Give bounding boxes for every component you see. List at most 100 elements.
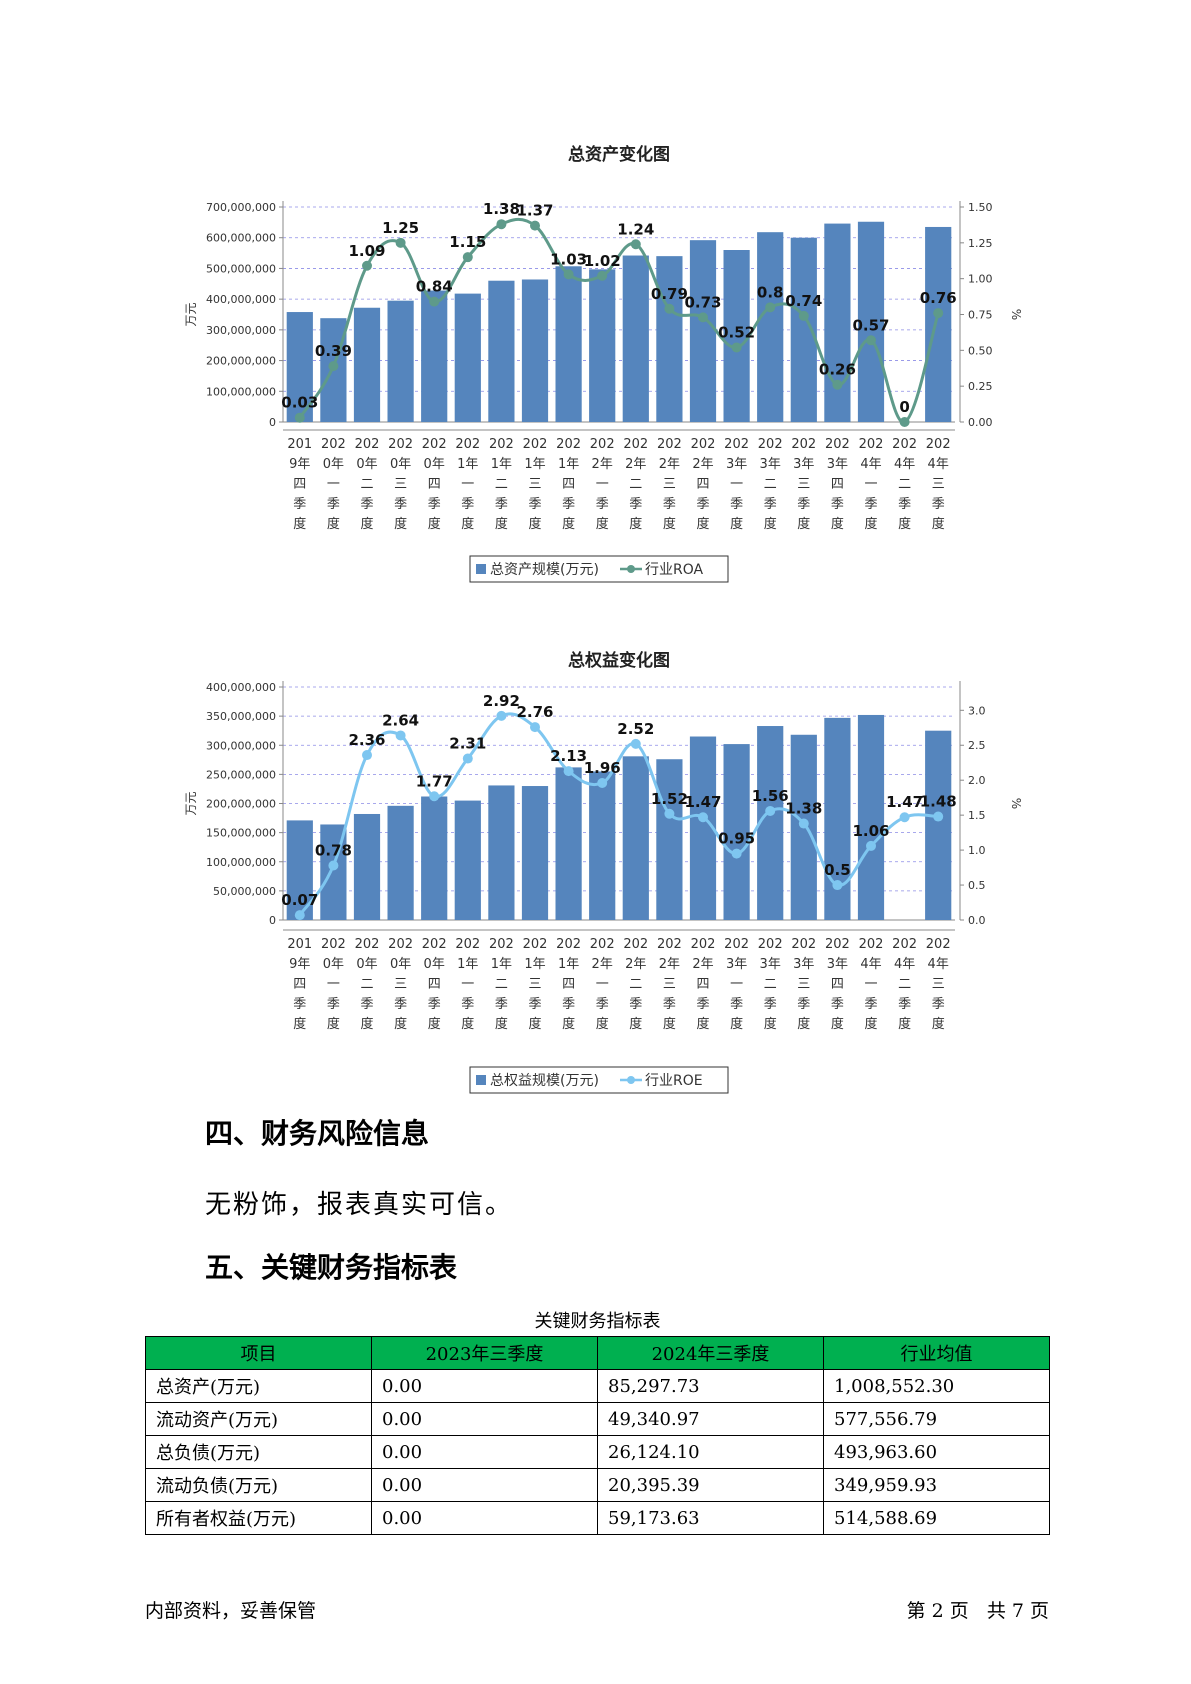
- x-tick-label: 季: [461, 997, 474, 1012]
- x-tick-label: 季: [663, 997, 676, 1012]
- x-tick-label: 202: [623, 437, 648, 452]
- column-header: 项目: [145, 1336, 372, 1370]
- x-tick-label: 201: [287, 937, 312, 952]
- x-tick-label: 一: [461, 977, 474, 992]
- x-tick-label: 度: [461, 516, 474, 532]
- x-tick-label: 度: [461, 1016, 474, 1032]
- x-tick-label: 度: [898, 1016, 911, 1032]
- table-row: 总负债(万元) 0.00 26,124.10 493,963.60: [145, 1435, 1050, 1469]
- line-point: [731, 848, 742, 859]
- x-tick-label: 季: [864, 997, 877, 1012]
- x-tick-label: 4年: [894, 457, 915, 472]
- x-tick-label: 202: [388, 937, 413, 952]
- x-tick-label: 二: [764, 977, 777, 992]
- x-tick-label: 202: [657, 437, 682, 452]
- x-tick-label: 度: [394, 516, 407, 532]
- line-point: [899, 812, 910, 823]
- data-label: 0.73: [684, 293, 721, 311]
- bar: [824, 223, 851, 422]
- line-point: [563, 269, 574, 280]
- x-tick-label: 度: [495, 516, 508, 532]
- kpi-table: 项目 2023年三季度 2024年三季度 行业均值 总资产(万元) 0.00 8…: [145, 1336, 1050, 1535]
- x-tick-label: 度: [293, 516, 306, 532]
- x-tick-label: 202: [926, 937, 951, 952]
- x-tick-label: 季: [394, 997, 407, 1012]
- x-tick-label: 202: [691, 937, 716, 952]
- x-tick-label: 度: [663, 516, 676, 532]
- x-tick-label: 季: [663, 497, 676, 512]
- x-tick-label: 202: [825, 937, 850, 952]
- x-tick-label: 四: [831, 977, 844, 992]
- table-cell: 0.00: [371, 1402, 598, 1436]
- data-label: 1.77: [416, 772, 453, 790]
- bar: [589, 269, 616, 422]
- data-label: 1.09: [348, 242, 385, 260]
- x-tick-label: 度: [360, 1016, 373, 1032]
- x-tick-label: 度: [428, 516, 441, 532]
- data-label: 0.5: [824, 861, 851, 879]
- x-tick-label: 季: [831, 997, 844, 1012]
- y-tick-label: 250,000,000: [206, 768, 276, 781]
- x-tick-label: 一: [461, 477, 474, 492]
- x-tick-label: 9年: [289, 957, 310, 972]
- x-tick-label: 季: [461, 497, 474, 512]
- bar: [286, 312, 313, 422]
- table-cell: 514,588.69: [823, 1501, 1050, 1535]
- x-tick-label: 3年: [726, 957, 747, 972]
- y2-tick-label: 0.50: [968, 344, 993, 357]
- x-tick-label: 202: [859, 437, 884, 452]
- line-point: [462, 252, 473, 263]
- bar: [454, 293, 481, 422]
- section4-text: 无粉饰，报表真实可信。: [205, 1190, 514, 1220]
- x-tick-label: 三: [394, 477, 407, 492]
- x-tick-label: 二: [898, 477, 911, 492]
- data-label: 2.92: [483, 692, 520, 710]
- x-tick-label: 四: [562, 977, 575, 992]
- legend-bar-swatch: [476, 564, 486, 574]
- table-row: 总资产(万元) 0.00 85,297.73 1,008,552.30: [145, 1369, 1050, 1403]
- x-tick-label: 4年: [928, 957, 949, 972]
- x-tick-label: 1年: [491, 957, 512, 972]
- table-cell: 所有者权益(万元): [145, 1501, 372, 1535]
- x-tick-label: 202: [724, 437, 749, 452]
- x-tick-label: 度: [495, 1016, 508, 1032]
- x-tick-label: 3年: [760, 457, 781, 472]
- x-tick-label: 度: [696, 516, 709, 532]
- line-point: [798, 310, 809, 321]
- y-tick-label: 50,000,000: [213, 885, 276, 898]
- x-tick-label: 三: [932, 977, 945, 992]
- y-tick-label: 700,000,000: [206, 201, 276, 214]
- x-tick-label: 季: [360, 497, 373, 512]
- y2-tick-label: 0.25: [968, 380, 993, 393]
- x-tick-label: 季: [596, 497, 609, 512]
- x-tick-label: 度: [797, 516, 810, 532]
- y-axis-title: 万元: [184, 302, 198, 326]
- x-tick-label: 1年: [524, 957, 545, 972]
- bar: [589, 771, 616, 920]
- table-cell: 349,959.93: [823, 1468, 1050, 1502]
- x-tick-label: 一: [327, 477, 340, 492]
- x-tick-label: 202: [355, 437, 380, 452]
- x-tick-label: 季: [428, 997, 441, 1012]
- data-label: 0.95: [718, 830, 755, 848]
- table-cell: 577,556.79: [823, 1402, 1050, 1436]
- line-point: [630, 738, 641, 749]
- x-tick-label: 0年: [323, 957, 344, 972]
- x-tick-label: 二: [898, 977, 911, 992]
- x-tick-label: 2年: [659, 457, 680, 472]
- x-tick-label: 三: [663, 477, 676, 492]
- y-tick-label: 300,000,000: [206, 739, 276, 752]
- bar: [857, 221, 885, 422]
- x-tick-label: 度: [629, 1016, 642, 1032]
- bar: [857, 714, 885, 920]
- x-tick-label: 度: [428, 1016, 441, 1032]
- data-label: 2.52: [617, 720, 654, 738]
- data-label: 0.07: [281, 891, 318, 909]
- line-point: [395, 237, 406, 248]
- x-tick-label: 季: [495, 497, 508, 512]
- bar: [421, 796, 448, 920]
- data-label: 1.47: [684, 793, 721, 811]
- line-point: [496, 710, 507, 721]
- data-label: 1.02: [584, 252, 621, 270]
- x-tick-label: 季: [696, 497, 709, 512]
